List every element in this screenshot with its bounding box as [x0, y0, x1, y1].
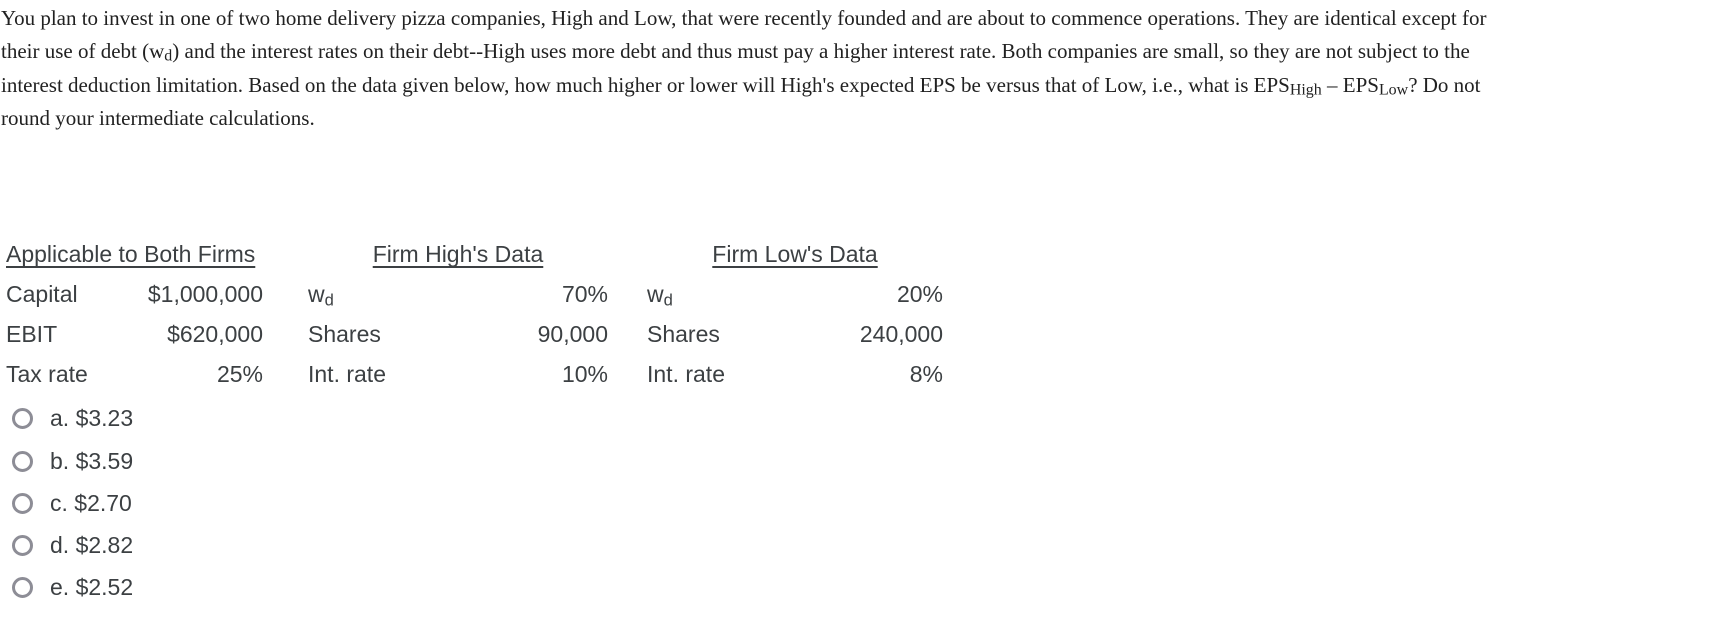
table-row-value: 25%	[216, 360, 263, 387]
table-row: Int. rate 10%	[308, 354, 608, 394]
table-row: Tax rate 25%	[6, 354, 263, 394]
table-row-value: 10%	[561, 360, 608, 387]
text-segment: ? Do not	[1408, 72, 1481, 97]
option-row-d[interactable]: d. $2.82	[12, 525, 133, 567]
text-segment: ) and the interest rates on their debt--…	[172, 39, 1470, 64]
table-row-value: 240,000	[859, 320, 943, 347]
table-row-label: EBIT	[6, 314, 57, 354]
table-row: Shares 90,000	[308, 314, 608, 354]
table-group: Firm Low's Data wd 20% Shares 240,000 Int. ra…	[647, 234, 943, 394]
table-row: EBIT $620,000	[6, 314, 263, 354]
table-row-label: Int. rate	[308, 354, 386, 394]
table-group-header: Applicable to Both Firms	[6, 234, 263, 274]
table-row-label: wd	[308, 274, 334, 314]
option-label: b. $3.59	[50, 447, 134, 474]
table-group-header-text: Firm High's Data	[372, 240, 544, 267]
table-group-header-text: Firm Low's Data	[712, 240, 878, 267]
table-row-label: wd	[647, 274, 673, 314]
table-row: Int. rate 8%	[647, 354, 943, 394]
table-group-header: Firm Low's Data	[647, 234, 943, 274]
subscript-text: d	[324, 290, 334, 310]
option-row-c[interactable]: c. $2.70	[12, 482, 132, 524]
table-row-label: Shares	[308, 314, 381, 354]
option-row-e[interactable]: e. $2.52	[12, 567, 133, 609]
radio-button-c[interactable]	[12, 492, 33, 514]
question-page: You plan to invest in one of two home de…	[0, 0, 1734, 609]
radio-button-d[interactable]	[12, 535, 33, 557]
text-segment: their use of debt (	[1, 39, 150, 64]
table-row-label: Shares	[647, 314, 720, 354]
table-row-value: $1,000,000	[147, 280, 263, 307]
option-label: e. $2.52	[50, 574, 134, 601]
text-segment: interest deduction limitation. Based on …	[1, 72, 1290, 97]
text-segment: Shares	[308, 320, 381, 347]
text-segment: w	[308, 280, 325, 307]
option-label: a. $3.23	[50, 405, 134, 432]
answer-options: a. $3.23 b. $3.59 c. $2.70 d. $2.82 e. $2.52	[12, 398, 1734, 609]
table-group: Applicable to Both Firms Capital $1,000,00…	[6, 234, 263, 394]
text-segment: w	[149, 39, 165, 64]
radio-button-e[interactable]	[12, 577, 33, 599]
table-row: Capital $1,000,000	[6, 274, 263, 314]
table-row: wd 70%	[308, 274, 608, 314]
table-row: Shares 240,000	[647, 314, 943, 354]
option-label: c. $2.70	[50, 489, 132, 516]
subscript-text: d	[164, 48, 173, 66]
table-row-value: 90,000	[537, 320, 608, 347]
question-text: You plan to invest in one of two home de…	[0, 0, 1734, 136]
text-segment: w	[647, 280, 664, 307]
text-segment: EBIT	[6, 320, 58, 347]
subscript-text: d	[663, 290, 673, 310]
text-segment: – EPS	[1321, 72, 1379, 97]
table-row-value: $620,000	[167, 320, 263, 347]
table-row-value: 20%	[896, 280, 943, 307]
text-segment: Tax rate	[6, 360, 88, 387]
table-row: wd 20%	[647, 274, 943, 314]
option-label: d. $2.82	[50, 532, 134, 559]
table-group: Firm High's Data wd 70% Shares 90,000 Int. ra…	[308, 234, 608, 394]
text-segment: Shares	[647, 320, 720, 347]
radio-button-b[interactable]	[12, 450, 33, 472]
table-group-header-text: Applicable to Both Firms	[6, 240, 256, 267]
table-row-label: Int. rate	[647, 354, 725, 394]
table-row-value: 70%	[561, 280, 608, 307]
table-row-value: 8%	[909, 360, 943, 387]
table-row-label: Tax rate	[6, 354, 88, 394]
table-row-label: Capital	[6, 274, 78, 314]
subscript-text: Low	[1378, 81, 1409, 99]
option-row-a[interactable]: a. $3.23	[12, 398, 133, 440]
text-segment: Capital	[6, 280, 78, 307]
option-row-b[interactable]: b. $3.59	[12, 440, 133, 482]
firm-data-table: Applicable to Both Firms Capital $1,000,00…	[6, 234, 1734, 394]
text-segment: Int. rate	[308, 360, 386, 387]
table-group-header: Firm High's Data	[308, 234, 608, 274]
text-segment: You plan to invest in one of two home de…	[1, 6, 1487, 30]
text-segment: Int. rate	[647, 360, 725, 387]
radio-button-a[interactable]	[12, 408, 33, 430]
text-segment: round your intermediate calculations.	[1, 106, 315, 131]
subscript-text: High	[1289, 81, 1322, 99]
